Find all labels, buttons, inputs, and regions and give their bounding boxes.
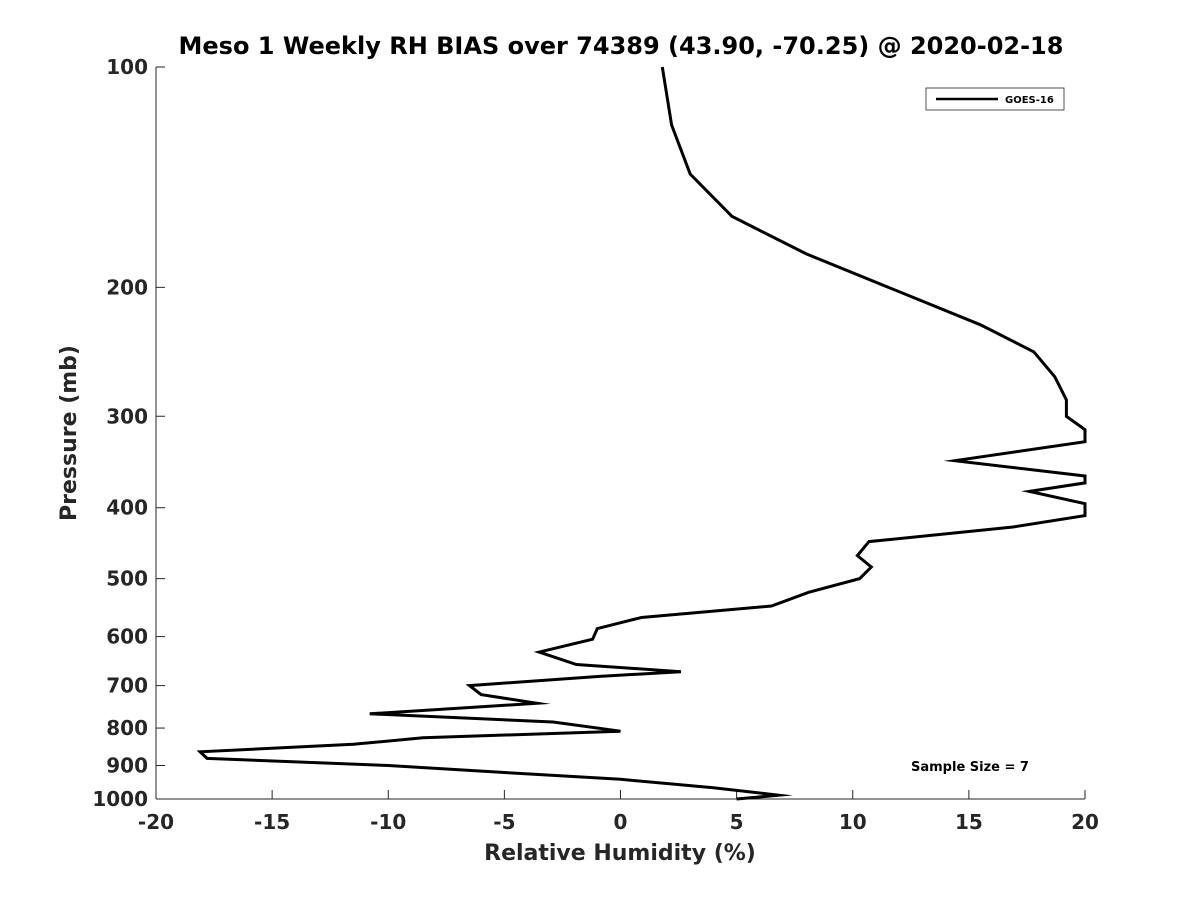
x-tick-label: 15 [955,810,983,834]
y-tick-label: 800 [106,716,148,740]
legend: GOES-16 [925,87,1065,111]
x-tick-label: -15 [254,810,290,834]
y-tick-label: 900 [106,754,148,778]
y-tick-label: 500 [106,567,148,591]
x-tick-label: -20 [138,810,174,834]
y-tick-label: 400 [106,496,148,520]
y-tick-label: 200 [106,275,148,299]
y-tick-label: 1000 [92,787,148,811]
legend-entry-goes-16: GOES-16 [1005,95,1054,106]
chart-title: Meso 1 Weekly RH BIAS over 74389 (43.90,… [179,32,1064,60]
y-tick-label: 700 [106,674,148,698]
x-tick-label: 0 [614,810,628,834]
x-tick-label: -10 [370,810,406,834]
y-tick-label: 100 [106,55,148,79]
x-axis-label: Relative Humidity (%) [484,841,756,866]
x-tick-label: 5 [730,810,744,834]
x-axis-ticks: -20 -15 -10 -5 0 5 10 15 20 [138,790,1099,834]
x-tick-label: 10 [839,810,867,834]
series-layer [196,66,1087,801]
plot-area [156,67,1085,799]
series-line-goes-16 [196,66,1087,801]
y-tick-label: 300 [106,404,148,428]
y-axis-ticks: 100 200 300 400 500 600 700 800 900 1000 [92,55,165,811]
y-tick-label: 600 [106,625,148,649]
x-tick-label: 20 [1071,810,1099,834]
sample-size-annotation: Sample Size = 7 [911,760,1029,775]
x-tick-label: -5 [493,810,515,834]
y-axis-label: Pressure (mb) [57,345,82,521]
